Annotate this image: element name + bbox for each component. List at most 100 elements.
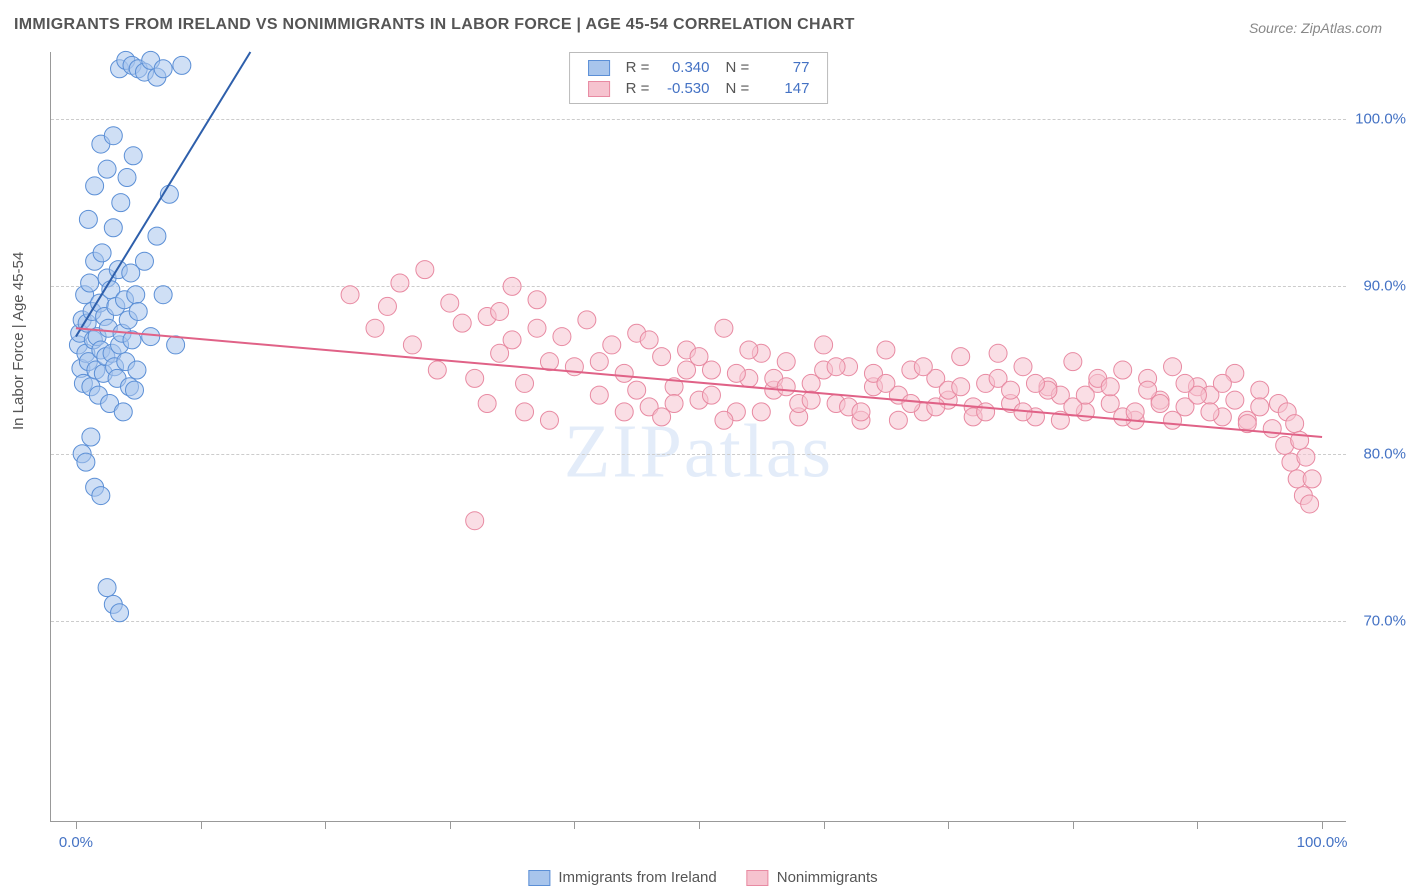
scatter-point [1164, 358, 1182, 376]
scatter-point [1286, 415, 1304, 433]
scatter-point [1297, 448, 1315, 466]
legend-label-1: Nonimmigrants [777, 869, 878, 886]
ytick-label: 80.0% [1351, 445, 1406, 462]
scatter-point [516, 374, 534, 392]
xtick [201, 821, 202, 829]
scatter-point [1164, 411, 1182, 429]
legend-swatch-0 [588, 60, 610, 76]
xtick [699, 821, 700, 829]
scatter-point [154, 286, 172, 304]
ytick-label: 70.0% [1351, 613, 1406, 630]
scatter-point [104, 127, 122, 145]
xtick [76, 821, 77, 829]
legend-series: Immigrants from Ireland Nonimmigrants [528, 869, 877, 886]
xtick-label: 100.0% [1297, 834, 1348, 851]
stat-label-n: N = [726, 59, 750, 76]
scatter-point [628, 381, 646, 399]
legend-item-1: Nonimmigrants [747, 869, 878, 886]
scatter-point [112, 194, 130, 212]
scatter-point [740, 341, 758, 359]
scatter-point [1201, 403, 1219, 421]
scatter-point [125, 381, 143, 399]
stat-n-0: 77 [753, 59, 809, 76]
ytick-label: 100.0% [1351, 110, 1406, 127]
scatter-point [727, 364, 745, 382]
scatter-point [124, 147, 142, 165]
stat-n-1: 147 [753, 80, 809, 97]
scatter-point [503, 331, 521, 349]
scatter-point [503, 277, 521, 295]
scatter-point [1114, 361, 1132, 379]
chart-source: Source: ZipAtlas.com [1249, 20, 1382, 36]
scatter-point [1251, 381, 1269, 399]
plot-area: ZIPatlas 70.0%80.0%90.0%100.0%0.0%100.0%… [50, 52, 1346, 822]
stat-label-r: R = [626, 80, 650, 97]
plot-svg [51, 52, 1346, 821]
xtick [325, 821, 326, 829]
xtick [574, 821, 575, 829]
scatter-point [135, 252, 153, 270]
scatter-point [827, 358, 845, 376]
scatter-point [341, 286, 359, 304]
scatter-point [82, 428, 100, 446]
scatter-point [128, 361, 146, 379]
scatter-point [777, 353, 795, 371]
xtick [948, 821, 949, 829]
scatter-point [815, 336, 833, 354]
legend-stats-row-0: R = 0.340 N = 77 [580, 57, 818, 78]
scatter-point [603, 336, 621, 354]
xtick [824, 821, 825, 829]
scatter-point [516, 403, 534, 421]
stat-label-r: R = [626, 59, 650, 76]
scatter-point [1064, 353, 1082, 371]
scatter-point [1263, 420, 1281, 438]
scatter-point [590, 353, 608, 371]
ytick-label: 90.0% [1351, 278, 1406, 295]
scatter-point [777, 378, 795, 396]
legend-label-0: Immigrants from Ireland [558, 869, 716, 886]
scatter-point [127, 286, 145, 304]
scatter-point [1014, 358, 1032, 376]
xtick-label: 0.0% [59, 834, 93, 851]
scatter-point [715, 319, 733, 337]
scatter-point [491, 302, 509, 320]
scatter-point [702, 386, 720, 404]
scatter-point [92, 487, 110, 505]
stat-r-0: 0.340 [654, 59, 710, 76]
scatter-point [466, 369, 484, 387]
stat-label-n: N = [726, 80, 750, 97]
scatter-point [877, 341, 895, 359]
scatter-point [428, 361, 446, 379]
scatter-point [1303, 470, 1321, 488]
scatter-point [77, 453, 95, 471]
scatter-point [889, 411, 907, 429]
scatter-point [952, 348, 970, 366]
scatter-point [540, 411, 558, 429]
legend-swatch-bottom-1 [747, 870, 769, 886]
scatter-point [416, 261, 434, 279]
scatter-point [989, 344, 1007, 362]
legend-item-0: Immigrants from Ireland [528, 869, 716, 886]
scatter-point [914, 358, 932, 376]
scatter-point [902, 395, 920, 413]
scatter-point [1176, 374, 1194, 392]
legend-stats-row-1: R = -0.530 N = 147 [580, 78, 818, 99]
scatter-point [927, 398, 945, 416]
scatter-point [129, 302, 147, 320]
scatter-point [1301, 495, 1319, 513]
scatter-point [615, 364, 633, 382]
scatter-point [86, 177, 104, 195]
scatter-point [528, 291, 546, 309]
scatter-point [378, 297, 396, 315]
scatter-point [391, 274, 409, 292]
scatter-point [142, 328, 160, 346]
scatter-point [81, 274, 99, 292]
scatter-point [715, 411, 733, 429]
scatter-point [366, 319, 384, 337]
scatter-point [540, 353, 558, 371]
scatter-point [1151, 395, 1169, 413]
scatter-point [98, 579, 116, 597]
legend-stats: R = 0.340 N = 77 R = -0.530 N = 147 [569, 52, 829, 104]
scatter-point [1101, 378, 1119, 396]
scatter-point [1126, 403, 1144, 421]
